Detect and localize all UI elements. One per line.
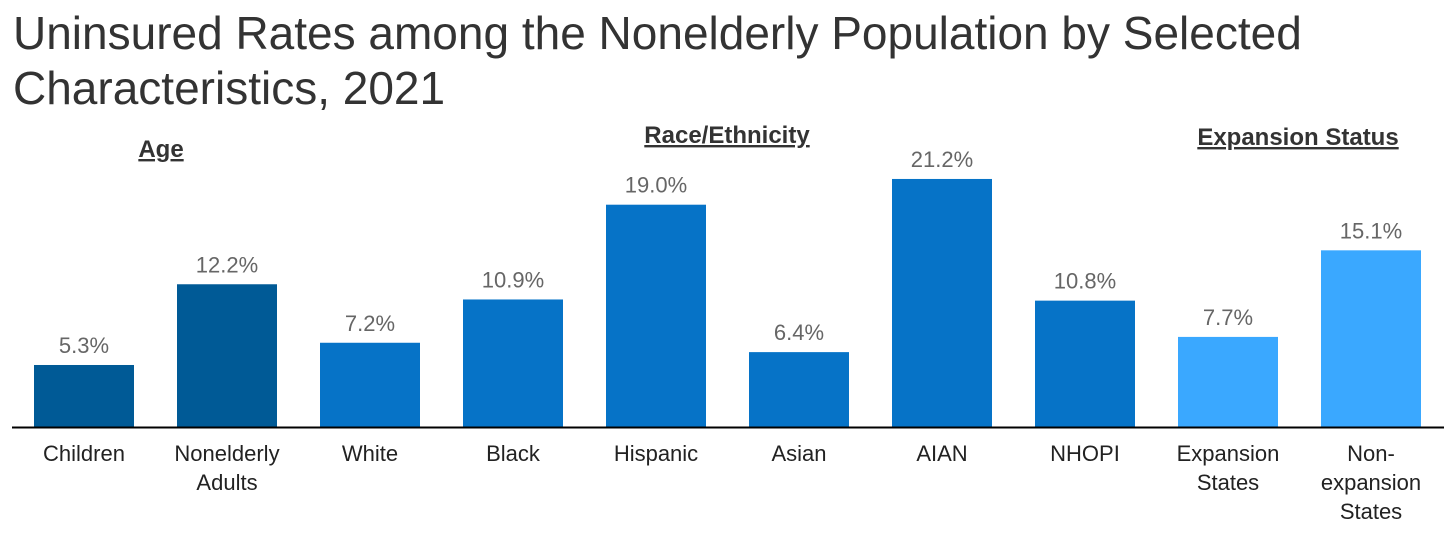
group-label-expansion-status: Expansion Status: [1197, 124, 1398, 151]
bars: [34, 178, 1421, 427]
data-label: 15.1%: [1340, 218, 1402, 243]
data-label: 10.8%: [1054, 269, 1116, 294]
bar-children: [34, 364, 134, 427]
tick-label: Children: [43, 441, 125, 466]
bar-black: [463, 299, 563, 427]
bar-expansion-states: [1178, 336, 1278, 427]
data-label: 19.0%: [625, 173, 687, 198]
data-label: 7.7%: [1203, 305, 1253, 330]
tick-label: Black: [486, 441, 541, 466]
group-label-race-ethnicity: Race/Ethnicity: [644, 122, 810, 149]
tick-label: Nonelderly Adults: [174, 441, 279, 495]
tick-label: White: [342, 441, 398, 466]
bar-hispanic: [606, 204, 706, 427]
bar-white: [320, 342, 420, 427]
bar-aian: [892, 178, 992, 427]
data-label: 5.3%: [59, 333, 109, 358]
bar-nonelderly-adults: [177, 284, 277, 427]
tick-label: Hispanic: [614, 441, 698, 466]
data-label: 21.2%: [911, 147, 973, 172]
tick-label: Asian: [771, 441, 826, 466]
group-label-age: Age: [138, 136, 183, 163]
chart-title: Uninsured Rates among the Nonelderly Pop…: [13, 7, 1302, 114]
tick-label: NHOPI: [1050, 441, 1120, 466]
data-label: 10.9%: [482, 267, 544, 292]
tick-label: Expansion States: [1177, 441, 1280, 495]
data-label: 6.4%: [774, 320, 824, 345]
tick-label: AIAN: [916, 441, 967, 466]
data-label: 12.2%: [196, 252, 258, 277]
tick-labels: Children Nonelderly Adults White Black Hispan…: [43, 441, 1421, 524]
data-label: 7.2%: [345, 311, 395, 336]
tick-label: Non-expansion States: [1321, 441, 1421, 524]
data-labels: 5.3% 12.2% 7.2% 10.9% 19.0% 6.4% 21.2% 10.8% 7.7…: [59, 147, 1402, 358]
bar-non-expansion-states: [1321, 250, 1421, 427]
group-labels: Age Race/Ethnicity Expansion Status: [138, 122, 1398, 163]
bar-asian: [749, 352, 849, 427]
bar-nhopi: [1035, 300, 1135, 427]
